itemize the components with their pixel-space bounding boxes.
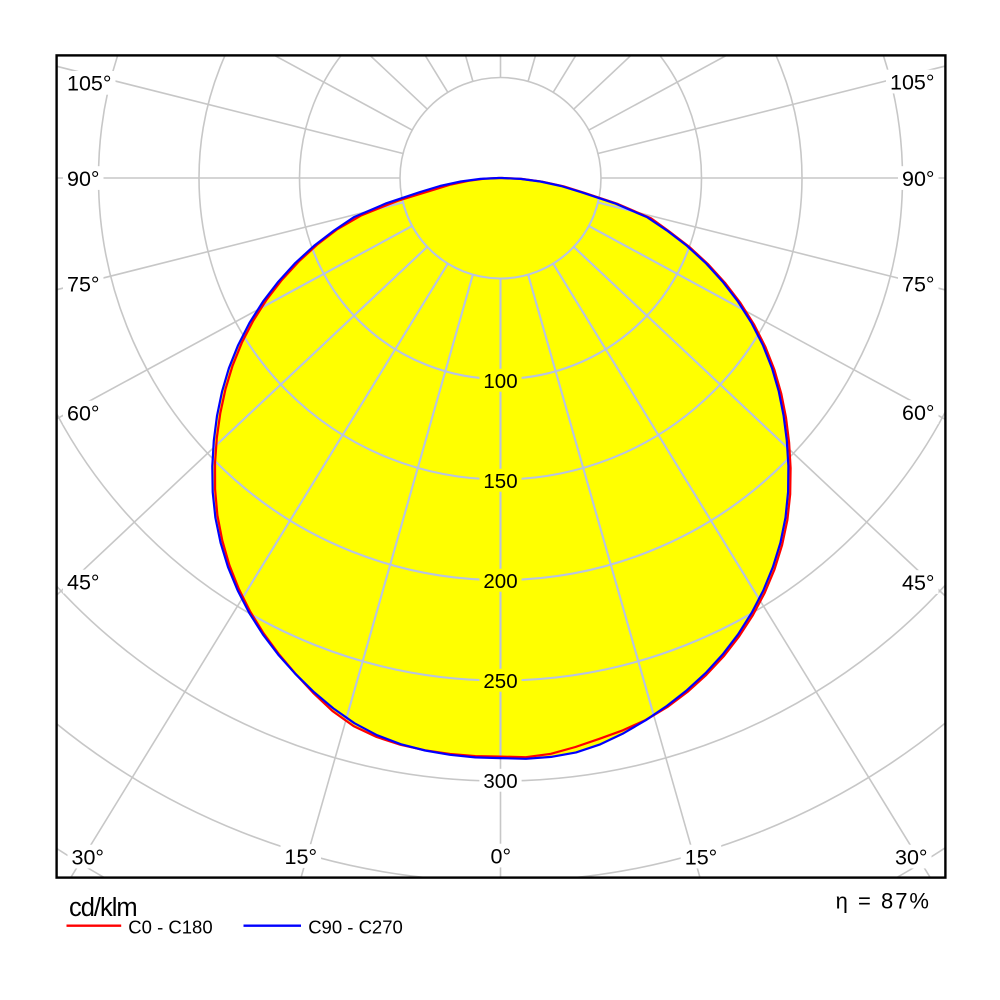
- svg-text:90°: 90°: [67, 167, 100, 191]
- svg-text:15°: 15°: [285, 845, 318, 869]
- svg-text:30°: 30°: [72, 845, 105, 869]
- svg-text:250: 250: [483, 670, 517, 693]
- svg-text:100: 100: [483, 370, 517, 393]
- svg-text:200: 200: [483, 570, 517, 593]
- svg-text:75°: 75°: [67, 272, 100, 296]
- svg-text:η = 87%: η = 87%: [836, 889, 931, 914]
- svg-text:105°: 105°: [67, 72, 111, 96]
- svg-text:105°: 105°: [890, 70, 934, 94]
- svg-text:15°: 15°: [685, 845, 718, 869]
- svg-text:300: 300: [483, 770, 517, 793]
- svg-text:30°: 30°: [895, 845, 928, 869]
- svg-text:90°: 90°: [902, 167, 935, 191]
- svg-text:60°: 60°: [67, 401, 100, 425]
- svg-text:45°: 45°: [902, 571, 935, 595]
- svg-text:0°: 0°: [491, 844, 512, 868]
- svg-text:cd/klm: cd/klm: [69, 894, 137, 922]
- svg-text:C0 - C180: C0 - C180: [128, 917, 212, 938]
- svg-text:C90 - C270: C90 - C270: [308, 917, 403, 938]
- svg-text:75°: 75°: [902, 272, 935, 296]
- svg-text:150: 150: [483, 470, 517, 493]
- svg-text:60°: 60°: [902, 401, 935, 425]
- svg-text:45°: 45°: [67, 570, 100, 594]
